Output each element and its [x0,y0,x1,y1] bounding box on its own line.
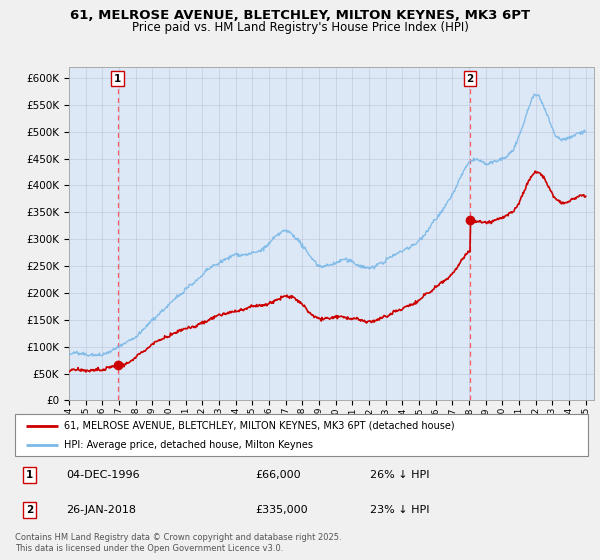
Text: 1: 1 [114,74,121,84]
Text: £335,000: £335,000 [256,505,308,515]
Text: 2: 2 [467,74,474,84]
Text: HPI: Average price, detached house, Milton Keynes: HPI: Average price, detached house, Milt… [64,440,313,450]
Text: Price paid vs. HM Land Registry's House Price Index (HPI): Price paid vs. HM Land Registry's House … [131,21,469,34]
Text: £66,000: £66,000 [256,470,301,479]
Text: 61, MELROSE AVENUE, BLETCHLEY, MILTON KEYNES, MK3 6PT: 61, MELROSE AVENUE, BLETCHLEY, MILTON KE… [70,9,530,22]
Text: 61, MELROSE AVENUE, BLETCHLEY, MILTON KEYNES, MK3 6PT (detached house): 61, MELROSE AVENUE, BLETCHLEY, MILTON KE… [64,421,454,431]
Text: 04-DEC-1996: 04-DEC-1996 [67,470,140,479]
Text: Contains HM Land Registry data © Crown copyright and database right 2025.
This d: Contains HM Land Registry data © Crown c… [15,533,341,553]
Text: 23% ↓ HPI: 23% ↓ HPI [370,505,430,515]
Text: 1: 1 [26,470,33,479]
Text: 2: 2 [26,505,33,515]
Text: 26-JAN-2018: 26-JAN-2018 [67,505,137,515]
Text: 26% ↓ HPI: 26% ↓ HPI [370,470,430,479]
